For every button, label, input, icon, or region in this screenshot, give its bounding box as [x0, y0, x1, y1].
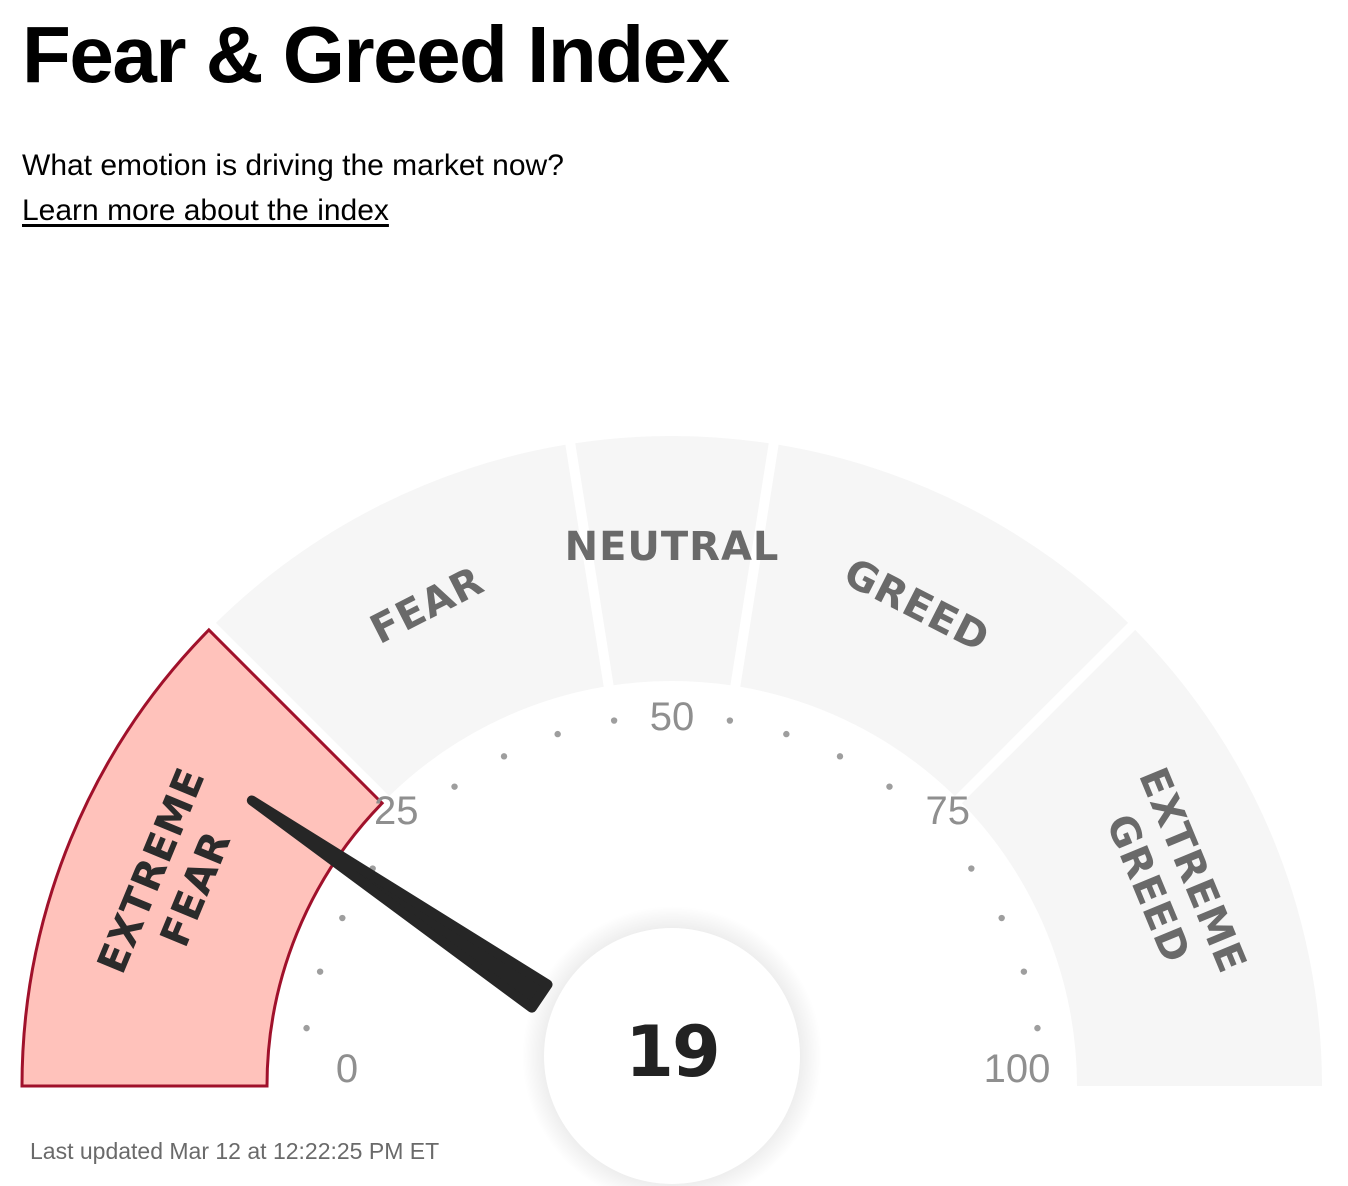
- segment-neutral: [575, 435, 769, 686]
- tick-label-100: 100: [984, 1047, 1051, 1091]
- segment-fear: [215, 444, 604, 797]
- tick-label-50: 50: [650, 695, 695, 739]
- tick-dot: [339, 914, 346, 922]
- tick-dot: [1034, 1024, 1041, 1032]
- segment-greed: [740, 444, 1129, 797]
- last-updated: Last updated Mar 12 at 12:22:25 PM ET: [30, 1138, 440, 1164]
- tick-label-75: 75: [926, 789, 971, 833]
- segment-extreme-greed: [961, 629, 1322, 1086]
- tick-dot: [316, 968, 324, 975]
- label-neutral: NEUTRAL: [565, 524, 780, 570]
- gauge-ticks: 0 25 50 75 100: [303, 695, 1050, 1091]
- tick-dot: [303, 1024, 310, 1032]
- tick-dot: [783, 730, 790, 738]
- tick-dot: [886, 783, 893, 790]
- tick-dot: [726, 717, 734, 724]
- tick-dot: [451, 783, 458, 790]
- tick-dot: [500, 753, 508, 760]
- tick-label-25: 25: [374, 789, 419, 833]
- tick-dot: [836, 753, 844, 760]
- needle: [246, 795, 553, 1013]
- tick-dot: [610, 717, 618, 724]
- learn-more-link[interactable]: Learn more about the index: [22, 194, 389, 227]
- index-value: 19: [625, 1011, 718, 1093]
- segment-extreme-fear: [20, 627, 385, 1088]
- tick-dot: [554, 730, 561, 738]
- gauge-needle-group: [246, 795, 822, 1186]
- gauge-segments: [20, 435, 1322, 1088]
- page-title: Fear & Greed Index: [22, 10, 730, 99]
- gauge-hub: [544, 928, 800, 1184]
- subtitle: What emotion is driving the market now?: [22, 149, 564, 182]
- tick-dot: [968, 865, 975, 872]
- tick-dot: [1020, 968, 1028, 975]
- tick-label-0: 0: [336, 1047, 358, 1091]
- tick-dot: [998, 914, 1005, 922]
